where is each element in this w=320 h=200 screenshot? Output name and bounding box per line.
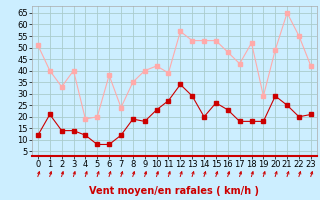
X-axis label: Vent moyen/en rafales ( km/h ): Vent moyen/en rafales ( km/h ) [89, 186, 260, 196]
